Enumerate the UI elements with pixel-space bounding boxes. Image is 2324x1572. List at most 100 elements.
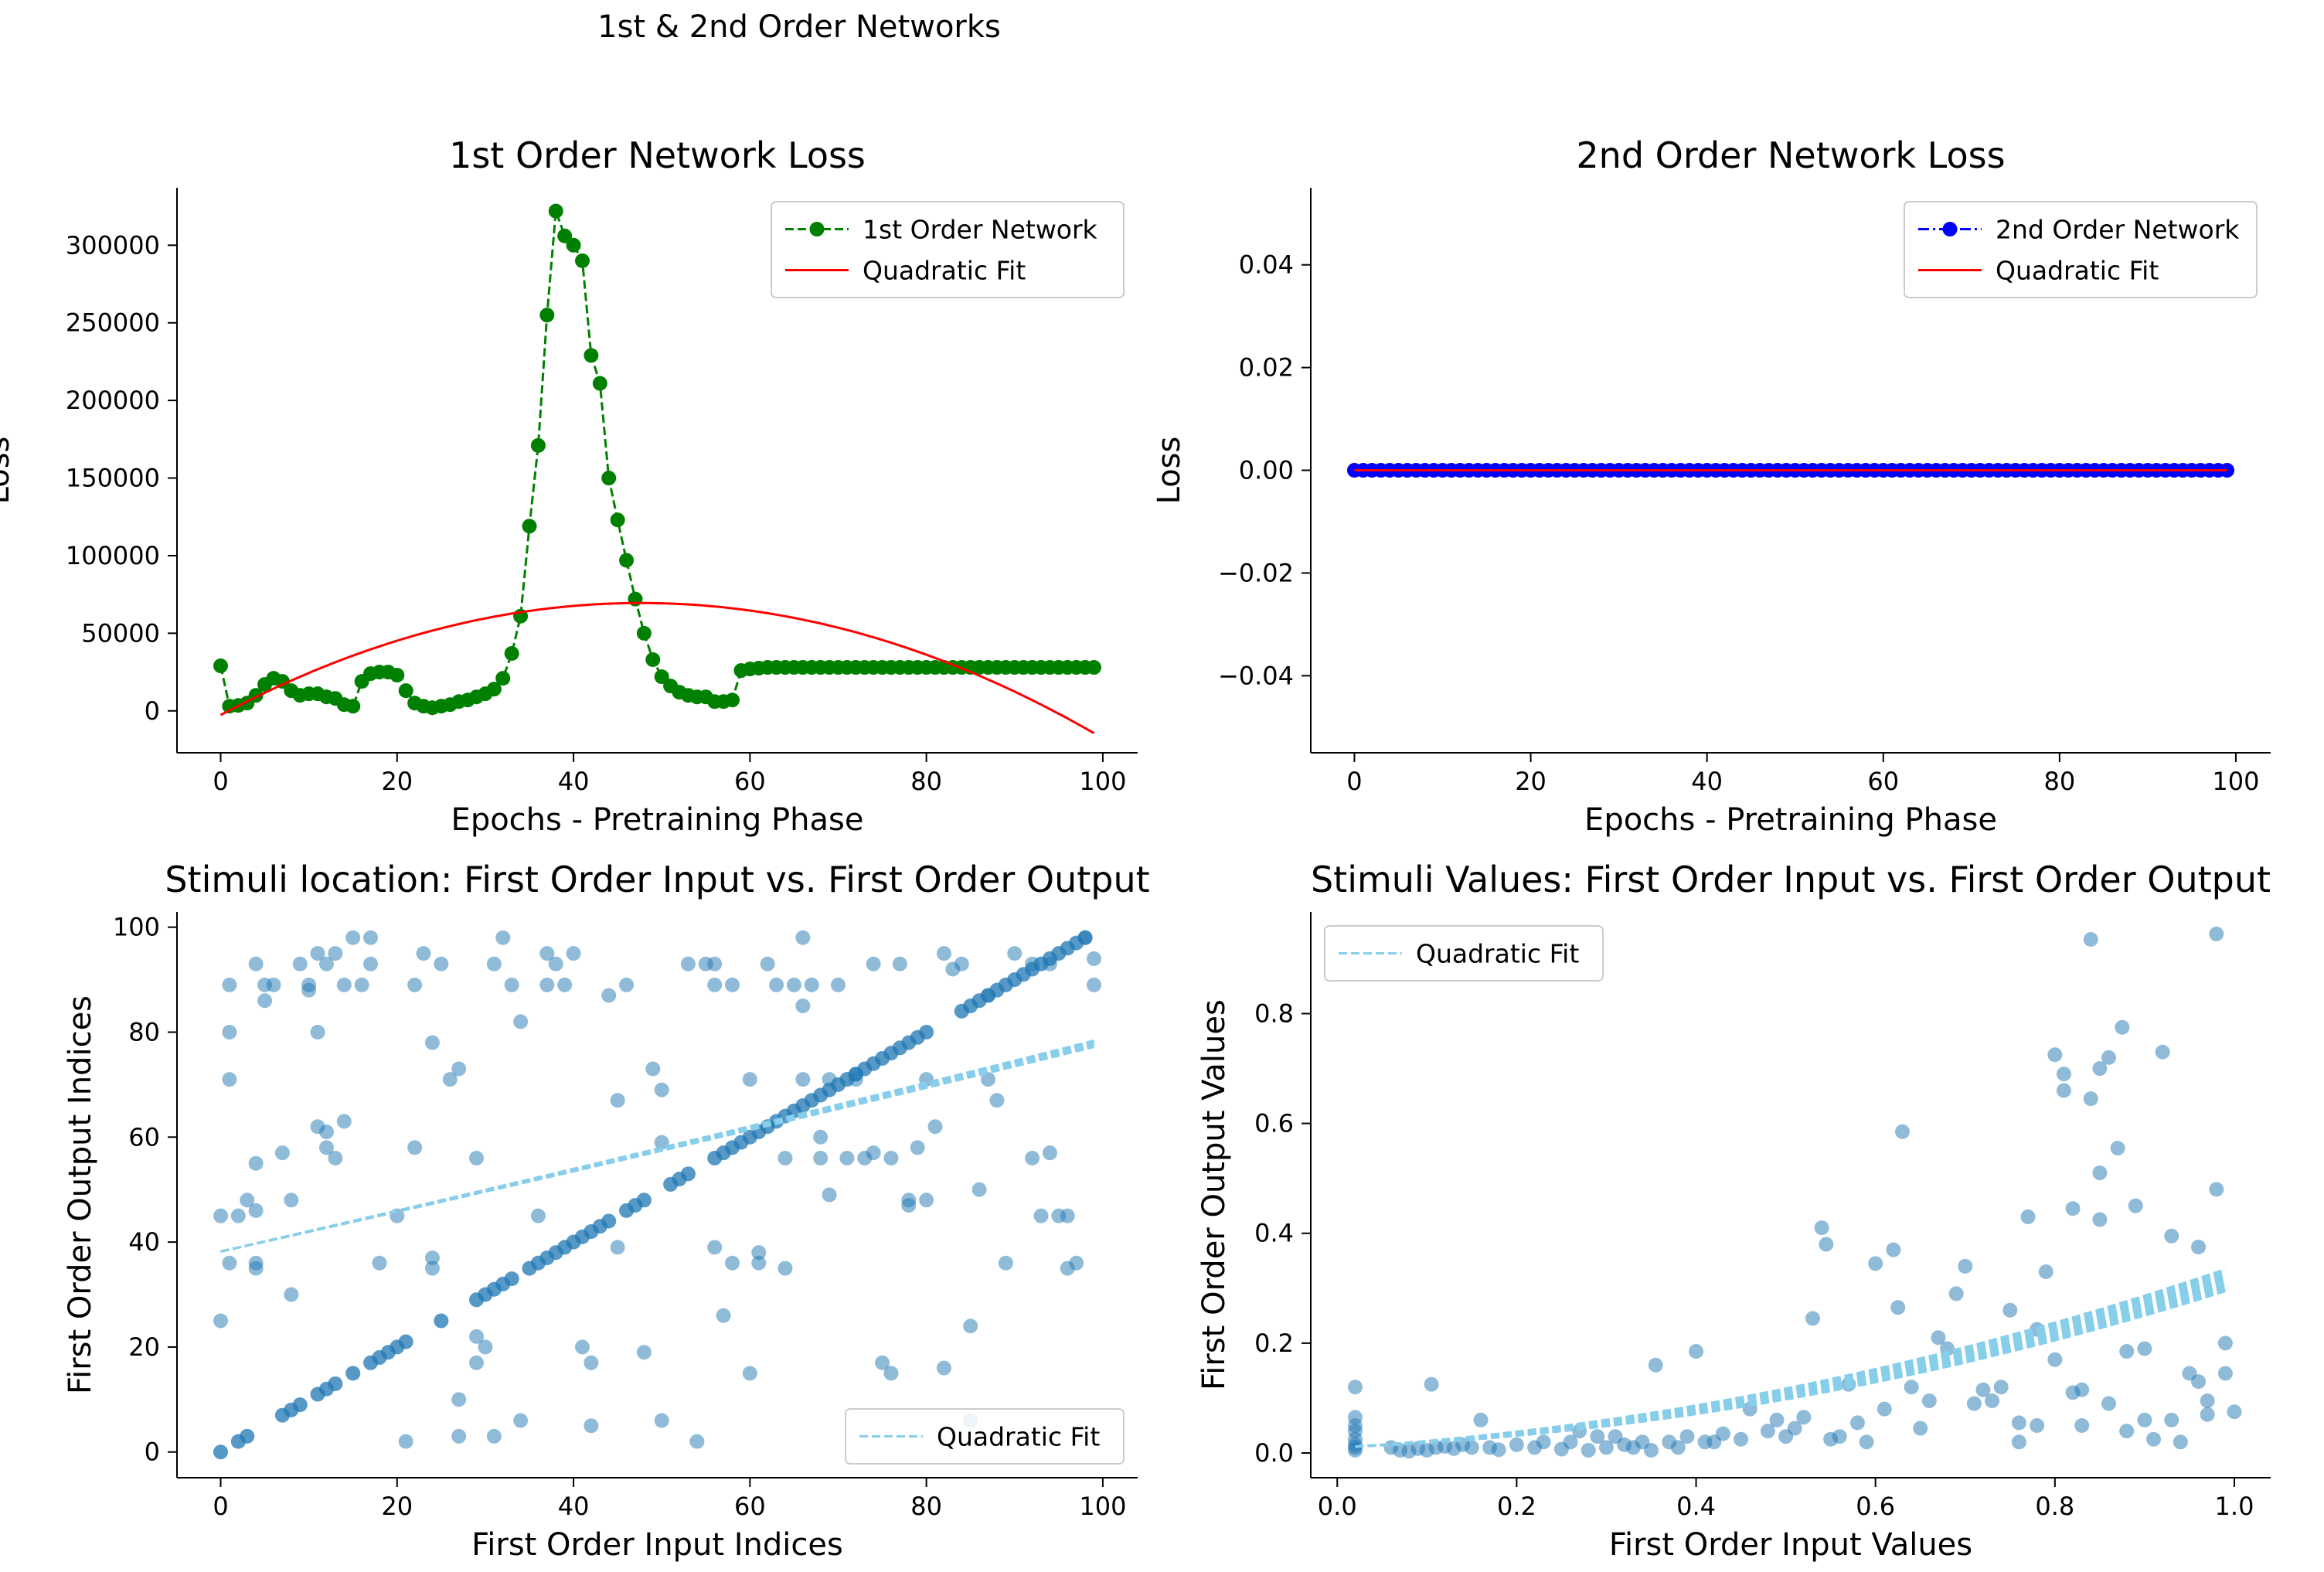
- scatter-point: [372, 1255, 387, 1271]
- y-tick-label: 0.4: [1254, 1219, 1294, 1248]
- series-line-quadratic-fit: [219, 601, 1095, 734]
- data-point-1st-order-network: [495, 671, 511, 686]
- scatter-point: [927, 1119, 943, 1135]
- scatter-point: [795, 999, 811, 1014]
- scatter-point: [284, 1287, 299, 1302]
- chart-title: Stimuli location: First Order Input vs. …: [165, 859, 1149, 900]
- scatter-point: [2137, 1412, 2152, 1427]
- legend: 2nd Order Network Quadratic Fit: [1904, 201, 2258, 298]
- data-point-1st-order-network: [566, 237, 581, 253]
- scatter-point: [407, 977, 423, 992]
- scatter-point: [1025, 956, 1040, 971]
- scatter-point: [1563, 1434, 1578, 1450]
- x-axis-label: First Order Input Indices: [471, 1527, 843, 1563]
- scatter-point: [2047, 1047, 2063, 1063]
- scatter-point: [778, 1261, 793, 1276]
- legend-2nd-order-network-marker: [1942, 222, 1958, 236]
- scatter-point: [424, 1261, 440, 1276]
- scatter-point: [424, 1250, 440, 1265]
- scatter-point: [222, 1255, 237, 1271]
- scatter-point: [654, 1413, 669, 1428]
- scatter-point: [971, 1182, 987, 1197]
- scatter-point: [2155, 1044, 2170, 1060]
- y-tick-label: 0.2: [1254, 1329, 1294, 1358]
- scatter-point: [328, 1376, 343, 1391]
- scatter-point: [680, 1166, 696, 1182]
- scatter-point: [222, 1072, 237, 1087]
- x-tick-label: 20: [1515, 767, 1546, 796]
- x-tick-label: 0: [213, 1492, 228, 1521]
- scatter-point: [248, 1203, 264, 1218]
- scatter-point: [2056, 1067, 2071, 1082]
- scatter-point: [610, 1240, 625, 1255]
- x-tick-label: 60: [734, 1492, 766, 1521]
- x-tick-label: 0.8: [2035, 1492, 2074, 1521]
- scatter-point: [442, 1072, 458, 1087]
- scatter-point: [2074, 1417, 2090, 1433]
- y-tick-label: 200000: [66, 386, 160, 415]
- x-axis-label: Epochs - Pretraining Phase: [451, 802, 864, 838]
- scatter-point: [1895, 1124, 1911, 1139]
- scatter-point: [1985, 1393, 2000, 1409]
- scatter-point: [336, 1114, 352, 1129]
- scatter-point: [2217, 1336, 2233, 1351]
- scatter-point: [539, 946, 555, 961]
- scatter-point: [1347, 1417, 1363, 1433]
- y-axis-label: Loss: [1152, 437, 1187, 505]
- scatter-point: [1689, 1344, 1704, 1359]
- scatter-point: [2030, 1417, 2045, 1433]
- scatter-point: [619, 977, 635, 992]
- legend-1st-order-network-marker: [809, 222, 825, 236]
- scatter-point: [318, 956, 334, 971]
- data-point-1st-order-network: [522, 519, 537, 534]
- scatter-point: [610, 1093, 625, 1108]
- scatter-point: [248, 1255, 264, 1271]
- x-tick-label: 40: [1691, 767, 1723, 796]
- x-tick-label: 40: [558, 1492, 590, 1521]
- scatter-point: [504, 1271, 519, 1287]
- scatter-point: [963, 1319, 978, 1334]
- scatter-point: [318, 1140, 334, 1155]
- x-tick-label: 20: [381, 767, 413, 796]
- y-tick-label: 20: [128, 1332, 160, 1362]
- scatter-point: [1787, 1421, 1802, 1436]
- y-tick-label: 0.6: [1254, 1109, 1294, 1138]
- plot-area: [1346, 463, 2235, 478]
- y-tick-label: 80: [128, 1017, 160, 1046]
- scatter-point: [1904, 1380, 1919, 1395]
- scatter-point: [363, 930, 379, 945]
- scatter-point: [742, 1366, 757, 1381]
- scatter-point: [2146, 1431, 2162, 1447]
- y-tick-label: 0: [145, 696, 160, 726]
- scatter-point: [1087, 977, 1101, 992]
- y-tick-label: 40: [128, 1227, 160, 1257]
- scatter-point: [2092, 1212, 2108, 1227]
- data-point-1st-order-network: [645, 652, 661, 668]
- data-point-1st-order-network: [601, 471, 617, 486]
- scatter-point: [1814, 1220, 1829, 1236]
- scatter-point: [451, 1428, 467, 1444]
- x-axis-label: First Order Input Values: [1609, 1527, 1972, 1563]
- scatter-point: [1590, 1429, 1605, 1444]
- x-tick-label: 100: [2212, 767, 2259, 796]
- data-point-1st-order-network: [390, 668, 405, 683]
- data-point-1st-order-network: [548, 203, 563, 219]
- scatter-point: [1087, 951, 1101, 966]
- scatter-point: [954, 956, 969, 971]
- scatter-point: [310, 946, 325, 961]
- scatter-point: [822, 1072, 837, 1087]
- scatter-point: [292, 1397, 308, 1413]
- scatter-point: [416, 946, 431, 961]
- scatter-point: [566, 946, 581, 961]
- scatter-point: [318, 1125, 334, 1140]
- scatter-point: [2092, 1165, 2108, 1181]
- scatter-point: [451, 1061, 467, 1077]
- scatter-point: [1491, 1442, 1506, 1458]
- figure-suptitle: 1st & 2nd Order Networks: [597, 9, 1001, 45]
- scatter-point: [513, 1413, 529, 1428]
- y-axis-label: First Order Output Indices: [63, 995, 98, 1394]
- scatter-point: [1536, 1434, 1551, 1450]
- scatter-point: [240, 1193, 255, 1208]
- scatter-point: [213, 1208, 228, 1223]
- scatter-point: [2209, 926, 2224, 941]
